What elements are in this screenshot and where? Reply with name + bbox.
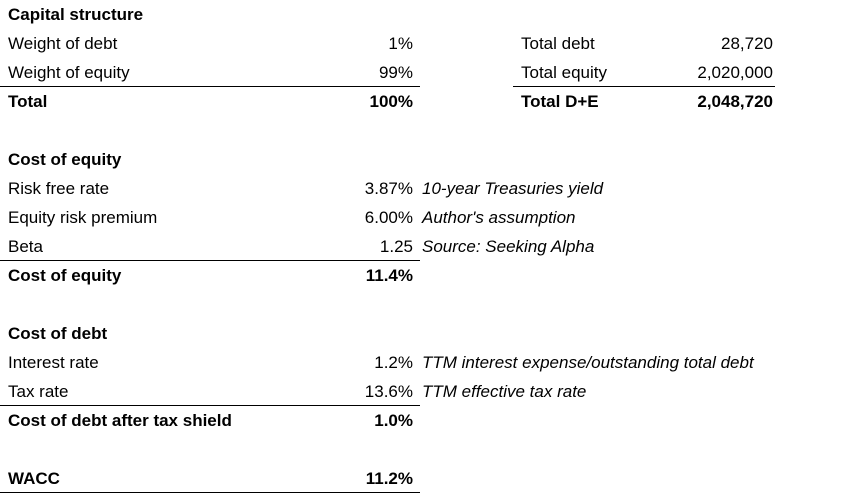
column-gap (420, 87, 513, 116)
section-title-cost-of-equity: Cost of equity (8, 150, 122, 169)
row-label: Cost of debt after tax shield (8, 411, 232, 430)
row-label: Beta (8, 237, 43, 256)
row-comment: 10-year Treasuries yield (422, 179, 604, 198)
row-label: Interest rate (8, 353, 99, 372)
capital-structure-section-header: Capital structure (0, 0, 847, 29)
row-value: 1.2% (374, 353, 413, 372)
row-value: 2,020,000 (697, 63, 773, 82)
table-row: Weight of debt 1% Total debt 28,720 (0, 29, 847, 58)
table-row: Equity risk premium 6.00% Author's assum… (0, 203, 847, 232)
row-label: Total equity (521, 63, 607, 82)
row-value: 6.00% (364, 208, 413, 227)
row-value: 1% (388, 34, 413, 53)
table-row: Weight of equity 99% Total equity 2,020,… (0, 58, 847, 87)
row-label: Risk free rate (8, 179, 110, 198)
row-label: Weight of equity (8, 63, 130, 82)
row-label: Equity risk premium (8, 208, 158, 227)
blank-row (0, 290, 847, 319)
row-value: 11.4% (365, 266, 413, 285)
row-label: WACC (8, 469, 60, 488)
table-row: Beta 1.25 Source: Seeking Alpha (0, 232, 847, 261)
wacc-row: WACC 11.2% (0, 464, 847, 493)
row-label: Tax rate (8, 382, 69, 401)
row-value: 100% (369, 92, 413, 111)
section-title-capital-structure: Capital structure (8, 5, 144, 24)
row-comment: Author's assumption (422, 208, 576, 227)
row-value: 13.6% (364, 382, 413, 401)
blank-row (0, 116, 847, 145)
cost-of-equity-section-header: Cost of equity (0, 145, 847, 174)
table-row-total: Cost of debt after tax shield 1.0% (0, 406, 847, 435)
table-row: Risk free rate 3.87% 10-year Treasuries … (0, 174, 847, 203)
row-comment: TTM interest expense/outstanding total d… (422, 353, 754, 372)
row-label: Weight of debt (8, 34, 118, 53)
column-gap (420, 58, 513, 87)
table-row-total: Total 100% Total D+E 2,048,720 (0, 87, 847, 116)
row-label: Cost of equity (8, 266, 122, 285)
column-gap (420, 29, 513, 58)
row-label: Total debt (521, 34, 595, 53)
blank-row (0, 435, 847, 464)
row-comment: TTM effective tax rate (422, 382, 587, 401)
table-row: Interest rate 1.2% TTM interest expense/… (0, 348, 847, 377)
row-value: 1.25 (379, 237, 413, 256)
row-value: 2,048,720 (697, 92, 773, 111)
table-row: Tax rate 13.6% TTM effective tax rate (0, 377, 847, 406)
row-value: 28,720 (721, 34, 773, 53)
row-value: 99% (378, 63, 413, 82)
row-value: 11.2% (365, 469, 413, 488)
row-value: 3.87% (364, 179, 413, 198)
row-value: 1.0% (374, 411, 413, 430)
row-label: Total D+E (521, 92, 599, 111)
section-title-cost-of-debt: Cost of debt (8, 324, 108, 343)
table-row-total: Cost of equity 11.4% (0, 261, 847, 290)
row-label: Total (8, 92, 48, 111)
row-comment: Source: Seeking Alpha (422, 237, 595, 256)
cost-of-debt-section-header: Cost of debt (0, 319, 847, 348)
